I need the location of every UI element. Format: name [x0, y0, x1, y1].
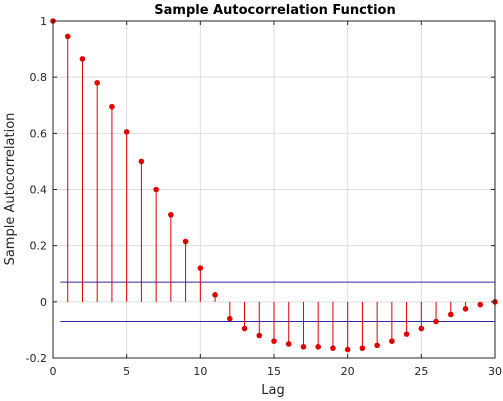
x-tick-label-2: 10: [193, 365, 207, 378]
marker-lag-5: [123, 129, 130, 135]
marker-lag-13: [241, 325, 248, 332]
marker-lag-4: [109, 103, 115, 110]
marker-lag-2: [79, 56, 86, 62]
marker-lag-1: [64, 33, 71, 40]
x-tick-label-3: 15: [267, 365, 281, 378]
x-tick-label-4: 20: [341, 365, 355, 378]
marker-lag-11: [212, 292, 218, 298]
marker-lag-17: [300, 343, 307, 350]
marker-lag-12: [227, 315, 233, 322]
y-tick-label-0: -0.2: [26, 352, 47, 365]
marker-lag-7: [153, 186, 159, 193]
chart-title: Sample Autocorrelation Function: [154, 3, 395, 18]
x-tick-label-6: 30: [488, 365, 502, 378]
y-tick-label-6: 1: [40, 15, 47, 28]
acf-markers: [50, 18, 498, 353]
y-axis-label: Sample Autocorrelation: [3, 113, 18, 266]
marker-lag-22: [374, 342, 380, 349]
x-tick-label-1: 5: [123, 365, 130, 378]
confidence-bounds: [60, 281, 495, 322]
y-axis-ticks: -0.2 0 0.2 0.4 0.6 0.8 1: [26, 15, 495, 365]
marker-lag-9: [182, 238, 189, 245]
x-tick-label-0: 0: [50, 365, 57, 378]
marker-lag-19: [330, 345, 336, 351]
marker-lag-8: [168, 211, 174, 218]
marker-lag-18: [315, 343, 322, 350]
x-tick-label-5: 25: [414, 365, 428, 378]
y-tick-label-5: 0.8: [30, 71, 48, 84]
marker-lag-29: [477, 301, 484, 308]
marker-lag-21: [359, 345, 366, 351]
marker-lag-24: [403, 331, 410, 337]
marker-lag-10: [197, 265, 204, 271]
marker-lag-14: [256, 332, 263, 339]
y-tick-label-3: 0.4: [30, 184, 48, 197]
marker-lag-25: [418, 325, 425, 332]
marker-lag-15: [271, 338, 277, 344]
marker-lag-23: [389, 338, 395, 344]
y-tick-label-4: 0.6: [30, 127, 48, 140]
marker-lag-26: [433, 318, 439, 325]
x-axis-label: Lag: [261, 383, 284, 398]
marker-lag-6: [138, 158, 145, 165]
marker-lag-27: [448, 311, 454, 318]
marker-lag-20: [344, 346, 351, 353]
y-tick-label-1: 0: [40, 296, 47, 309]
y-tick-label-2: 0.2: [30, 240, 48, 253]
marker-lag-3: [94, 79, 100, 86]
marker-lag-28: [462, 306, 469, 312]
marker-lag-16: [285, 341, 292, 347]
x-axis-ticks: 0 5 10 15 20 25 30: [50, 21, 502, 378]
